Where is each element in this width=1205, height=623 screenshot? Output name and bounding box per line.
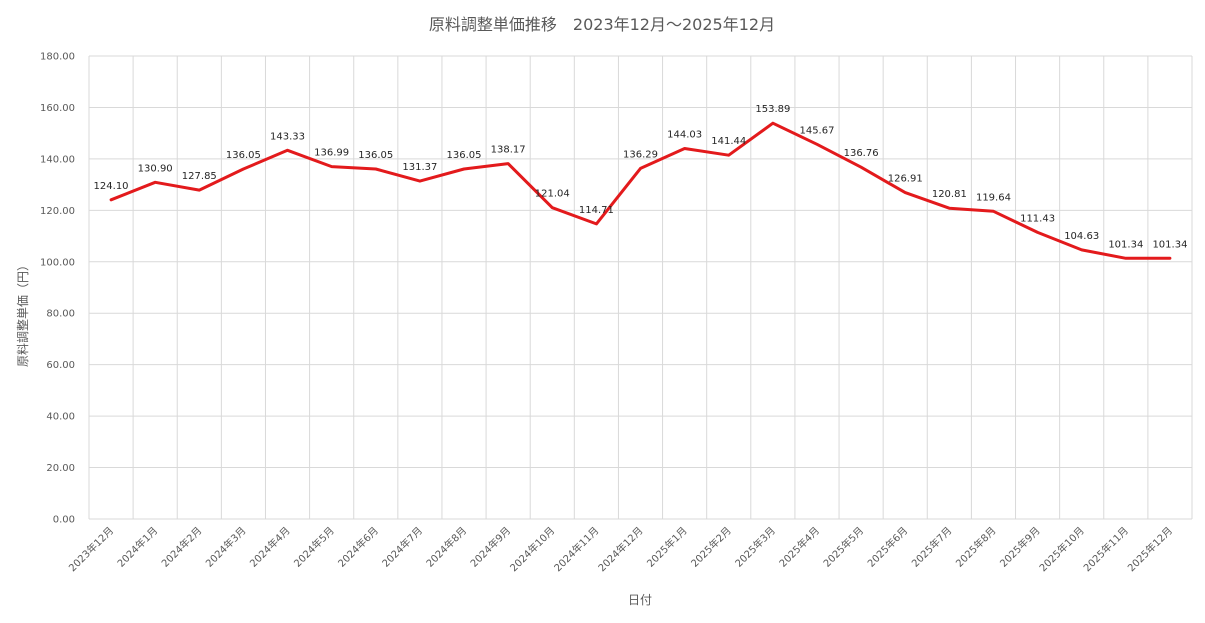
- data-label: 136.05: [358, 150, 393, 161]
- data-label: 136.29: [623, 149, 658, 160]
- x-tick-label: 2025年9月: [997, 524, 1043, 570]
- x-tick-label: 2024年4月: [247, 524, 293, 570]
- x-tick-label: 2024年10月: [507, 524, 557, 574]
- y-tick-label: 40.00: [46, 412, 75, 423]
- x-tick-label: 2024年1月: [114, 524, 160, 570]
- y-tick-label: 160.00: [40, 103, 75, 114]
- series-line: [109, 121, 1172, 260]
- x-tick-label: 2024年7月: [379, 524, 425, 570]
- data-label: 131.37: [402, 162, 437, 173]
- data-label: 136.05: [447, 150, 482, 161]
- x-tick-label: 2024年6月: [335, 524, 381, 570]
- x-axis-title: 日付: [628, 593, 652, 607]
- x-tick-label: 2025年7月: [909, 524, 955, 570]
- y-tick-label: 20.00: [46, 463, 75, 474]
- y-tick-label: 120.00: [40, 206, 75, 217]
- data-label: 104.63: [1064, 231, 1099, 242]
- x-tick-label: 2025年4月: [776, 524, 822, 570]
- x-tick-label: 2025年2月: [688, 524, 734, 570]
- data-label: 144.03: [667, 130, 702, 141]
- x-tick-label: 2024年2月: [159, 524, 205, 570]
- data-label: 143.33: [270, 131, 305, 142]
- data-label: 141.44: [711, 136, 746, 147]
- x-tick-label: 2024年11月: [551, 524, 601, 574]
- data-label: 153.89: [755, 104, 790, 115]
- chart-title: 原料調整単価推移 2023年12月～2025年12月: [429, 15, 775, 34]
- y-tick-label: 0.00: [53, 515, 75, 526]
- data-labels: 124.10 130.90 127.85 136.05 143.33 136.99 136.…: [94, 104, 1188, 250]
- data-label: 136.76: [844, 148, 879, 159]
- data-label: 138.17: [491, 145, 526, 156]
- data-label: 119.64: [976, 192, 1011, 203]
- x-tick-label: 2025年10月: [1036, 524, 1086, 574]
- y-tick-label: 100.00: [40, 257, 75, 268]
- data-label: 136.99: [314, 148, 349, 159]
- x-tick-label: 2025年12月: [1125, 524, 1175, 574]
- x-tick-label: 2024年5月: [291, 524, 337, 570]
- x-tick-label: 2025年1月: [644, 524, 690, 570]
- data-label: 136.05: [226, 150, 261, 161]
- data-label: 101.34: [1152, 239, 1187, 250]
- x-tick-label: 2023年12月: [66, 524, 116, 574]
- x-tick-label: 2024年12月: [595, 524, 645, 574]
- data-label: 101.34: [1108, 239, 1143, 250]
- y-tick-label: 80.00: [46, 309, 75, 320]
- x-tick-label: 2025年11月: [1081, 524, 1131, 574]
- data-label: 111.43: [1020, 213, 1055, 224]
- x-axis-ticks: 2023年12月 2024年1月 2024年2月 2024年3月 2024年4月 2024…: [66, 524, 1175, 574]
- y-tick-label: 60.00: [46, 360, 75, 371]
- data-label: 130.90: [138, 163, 173, 174]
- y-tick-label: 140.00: [40, 154, 75, 165]
- data-label: 120.81: [932, 189, 967, 200]
- x-tick-label: 2024年8月: [423, 524, 469, 570]
- x-tick-label: 2024年9月: [467, 524, 513, 570]
- data-label: 126.91: [888, 174, 923, 185]
- y-tick-label: 180.00: [40, 52, 75, 63]
- x-tick-label: 2025年5月: [820, 524, 866, 570]
- data-label: 127.85: [182, 171, 217, 182]
- x-tick-label: 2025年8月: [953, 524, 999, 570]
- grid: [88, 55, 1193, 520]
- data-label: 124.10: [94, 181, 129, 192]
- y-axis-title: 原料調整単価（円）: [15, 259, 30, 367]
- x-tick-label: 2025年6月: [865, 524, 911, 570]
- data-label: 145.67: [799, 125, 834, 136]
- x-tick-label: 2025年3月: [732, 524, 778, 570]
- y-axis-ticks: 0.00 20.00 40.00 60.00 80.00 100.00 120.00 140.…: [40, 52, 75, 526]
- x-tick-label: 2024年3月: [203, 524, 249, 570]
- data-label: 121.04: [535, 189, 570, 200]
- data-label: 114.71: [579, 205, 614, 216]
